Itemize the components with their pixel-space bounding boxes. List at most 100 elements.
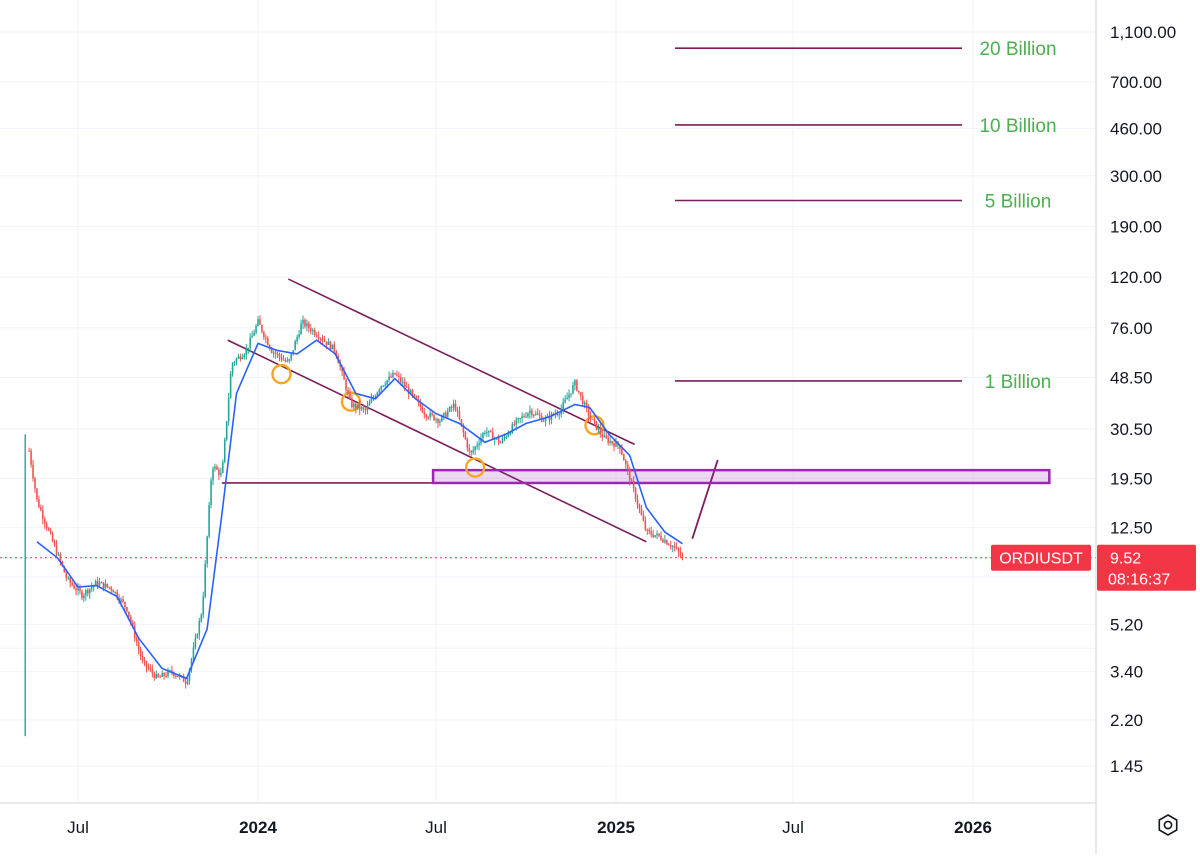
candle-body — [292, 350, 295, 353]
candle-body — [268, 345, 271, 349]
candle-body — [198, 621, 201, 635]
candle-body — [67, 577, 70, 579]
candle-body — [47, 528, 50, 531]
candle-body — [668, 544, 670, 546]
candle-body — [484, 432, 486, 434]
candle-body — [628, 469, 631, 481]
candle-body — [30, 450, 32, 465]
price-tick-label: 76.00 — [1110, 319, 1153, 338]
time-tick-label: 2025 — [597, 818, 635, 837]
candle-body — [669, 545, 672, 547]
price-tick-label: 120.00 — [1110, 268, 1162, 287]
candle-body — [151, 669, 154, 674]
candle-body — [673, 546, 676, 548]
candle-body — [489, 430, 492, 432]
candle-body — [323, 340, 326, 342]
price-tick-label: 460.00 — [1110, 119, 1162, 138]
candle-body — [69, 577, 71, 583]
candle-body — [310, 328, 312, 332]
candle-body — [478, 443, 480, 446]
candle-body — [681, 555, 684, 557]
candle-body — [574, 380, 576, 386]
candle-body — [87, 590, 89, 594]
candle-body — [403, 382, 406, 387]
candle-body — [529, 410, 531, 414]
moving-average-line — [36, 339, 683, 680]
candle-body — [171, 670, 173, 673]
candle-body — [626, 464, 629, 470]
candle-body — [202, 596, 205, 615]
candle-body — [370, 398, 373, 403]
candle-body — [210, 480, 212, 506]
candle-body — [40, 507, 42, 511]
candle-body — [345, 379, 347, 391]
candle-body — [42, 510, 44, 519]
candle-body — [280, 356, 283, 360]
candle-body — [368, 402, 371, 406]
candle-body — [300, 323, 302, 335]
market-cap-level-label: 5 Billion — [985, 192, 1052, 213]
candle-body — [71, 582, 73, 586]
candle-body — [184, 681, 187, 684]
candle-body — [106, 583, 109, 587]
candle-body — [603, 435, 606, 438]
candle-body — [100, 582, 103, 584]
candle-body — [355, 403, 357, 409]
candle-body — [188, 669, 191, 681]
candle-body — [302, 319, 304, 324]
candle-body — [654, 535, 656, 537]
candle-body — [634, 488, 637, 500]
candle-body — [482, 433, 484, 438]
candle-body — [120, 599, 122, 602]
candle-body — [331, 344, 334, 350]
candle-body — [646, 529, 649, 531]
price-tick-label: 12.50 — [1110, 519, 1153, 538]
candle-body — [632, 480, 635, 489]
candle-body — [556, 413, 559, 415]
candle-body — [671, 546, 674, 548]
gear-outline — [1158, 814, 1178, 836]
candle-body — [613, 443, 615, 447]
candle-body — [353, 403, 355, 408]
candle-body — [499, 442, 502, 444]
candle-body — [505, 436, 508, 438]
touch-point-circle — [464, 457, 486, 478]
candle-body — [595, 421, 598, 430]
candle-body — [237, 356, 240, 359]
candle-body — [257, 319, 259, 326]
candle-body — [311, 330, 314, 332]
candle-body — [591, 418, 594, 420]
candle-body — [325, 341, 328, 345]
current-price-badge — [1097, 544, 1196, 591]
candle-body — [507, 433, 510, 437]
candle-body — [446, 411, 449, 417]
candle-body — [534, 413, 537, 415]
candle-body — [421, 407, 424, 413]
candle-body — [223, 439, 226, 462]
candle-body — [130, 616, 132, 623]
candle-body — [90, 587, 93, 589]
candle-body — [306, 323, 308, 327]
candle-body — [630, 480, 633, 482]
candle-body — [470, 450, 473, 453]
candle-body — [143, 660, 146, 662]
candle-body — [462, 425, 465, 433]
candle-body — [466, 439, 469, 449]
candle-body — [81, 591, 83, 599]
settings-gear-icon[interactable] — [1158, 814, 1178, 836]
candle-body — [521, 416, 523, 419]
candle-body — [566, 397, 568, 400]
candle-body — [329, 341, 332, 350]
candle-body — [356, 404, 359, 409]
market-cap-level-label: 20 Billion — [979, 39, 1056, 60]
candle-body — [542, 421, 545, 423]
candle-body — [382, 385, 385, 387]
candle-body — [513, 424, 516, 426]
candle-body — [155, 674, 158, 679]
candle-body — [568, 394, 570, 398]
candle-body — [474, 446, 476, 451]
candle-body — [79, 587, 81, 592]
candle-body — [570, 393, 572, 395]
